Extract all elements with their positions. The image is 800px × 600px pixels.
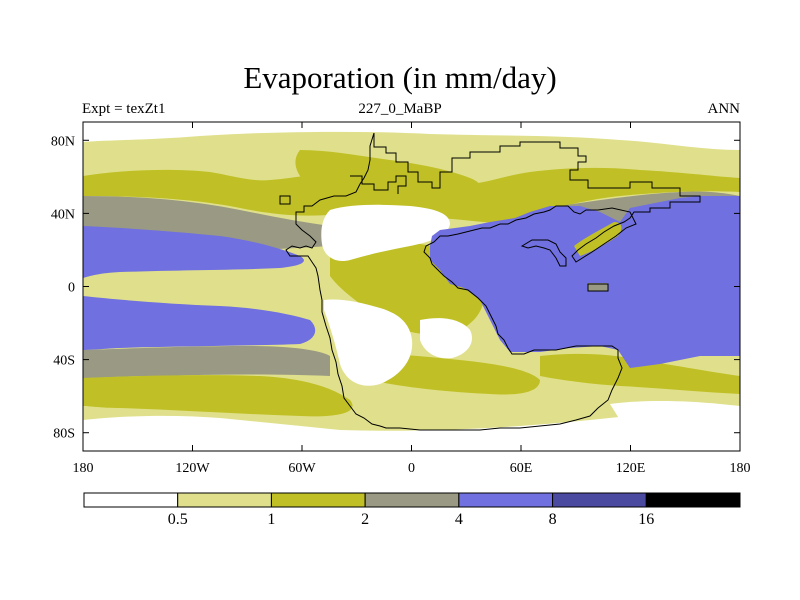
- x-tick-label: 60W: [288, 461, 316, 476]
- x-tick-label: 180: [730, 461, 751, 476]
- tethys-island-coastline: [587, 283, 609, 292]
- colorbar: 0.5 1 2 4 8 16: [83, 492, 741, 528]
- fill-band-4-8-west-south: [83, 296, 316, 350]
- colorbar-swatch: [270, 492, 366, 508]
- x-tick-label: 0: [408, 461, 415, 476]
- colorbar-label: 4: [455, 511, 463, 528]
- y-tick-label: 0: [68, 281, 75, 296]
- tethys-peninsula-coastline: [520, 239, 567, 267]
- fill-band-2-4-south: [83, 346, 330, 378]
- x-tick-label: 120E: [616, 461, 646, 476]
- pangaea-coastline: [285, 132, 701, 431]
- colorbar-swatch: [458, 492, 554, 508]
- fill-band-1-2-south: [83, 375, 353, 417]
- colorbar-label: 1: [267, 511, 275, 528]
- fill-land-below-0.5-northern-desert: [321, 204, 450, 262]
- fill-band-4-8-tethys: [430, 196, 740, 368]
- colorbar-swatch: [177, 492, 272, 508]
- colorbar-swatch: [364, 492, 460, 508]
- colorbar-label: 2: [361, 511, 369, 528]
- fill-band-below-0.5-north: [83, 122, 740, 150]
- fill-band-4-8-west: [83, 226, 304, 278]
- fill-band-1-2-south-east: [540, 353, 740, 394]
- colorbar-label: 16: [638, 511, 654, 528]
- x-tick-label: 180: [73, 461, 94, 476]
- fill-band-1-2-arm: [574, 222, 622, 256]
- colorbar-swatch: [83, 492, 179, 508]
- y-axis: 80N 40N 0 40S 80S: [51, 134, 740, 442]
- fill-land-below-0.5-southern-desert: [324, 299, 413, 386]
- land-outline-layer: [279, 132, 701, 431]
- north-islet-coastline: [279, 195, 291, 205]
- season-label: ANN: [707, 101, 741, 117]
- chart-title: Evaporation (in mm/day): [243, 60, 557, 95]
- fill-land-below-0.5-east-desert: [420, 318, 472, 359]
- x-tick-label: 120W: [175, 461, 210, 476]
- contour-fill-layer: [83, 122, 740, 451]
- fill-band-2-4-island: [588, 283, 608, 291]
- colorbar-label: 8: [549, 511, 557, 528]
- x-axis: 180 120W 60W 0 60E 120E 180: [73, 122, 751, 476]
- y-tick-label: 80N: [51, 134, 75, 149]
- colorbar-swatch: [552, 492, 647, 508]
- fill-band-below-0.5-south-east: [610, 401, 740, 423]
- y-tick-label: 40N: [51, 207, 75, 222]
- y-tick-label: 80S: [53, 427, 75, 442]
- x-tick-label: 60E: [510, 461, 533, 476]
- northern-inlet-coastline: [350, 175, 407, 194]
- fill-band-below-0.5-south: [83, 408, 740, 451]
- fill-land-1-2-north: [295, 150, 481, 202]
- experiment-label: Expt = texZt1: [82, 101, 166, 117]
- time-slice-label: 227_0_MaBP: [358, 101, 442, 117]
- y-tick-label: 40S: [53, 354, 75, 369]
- colorbar-label: 0.5: [168, 511, 188, 528]
- colorbar-swatch: [645, 492, 741, 508]
